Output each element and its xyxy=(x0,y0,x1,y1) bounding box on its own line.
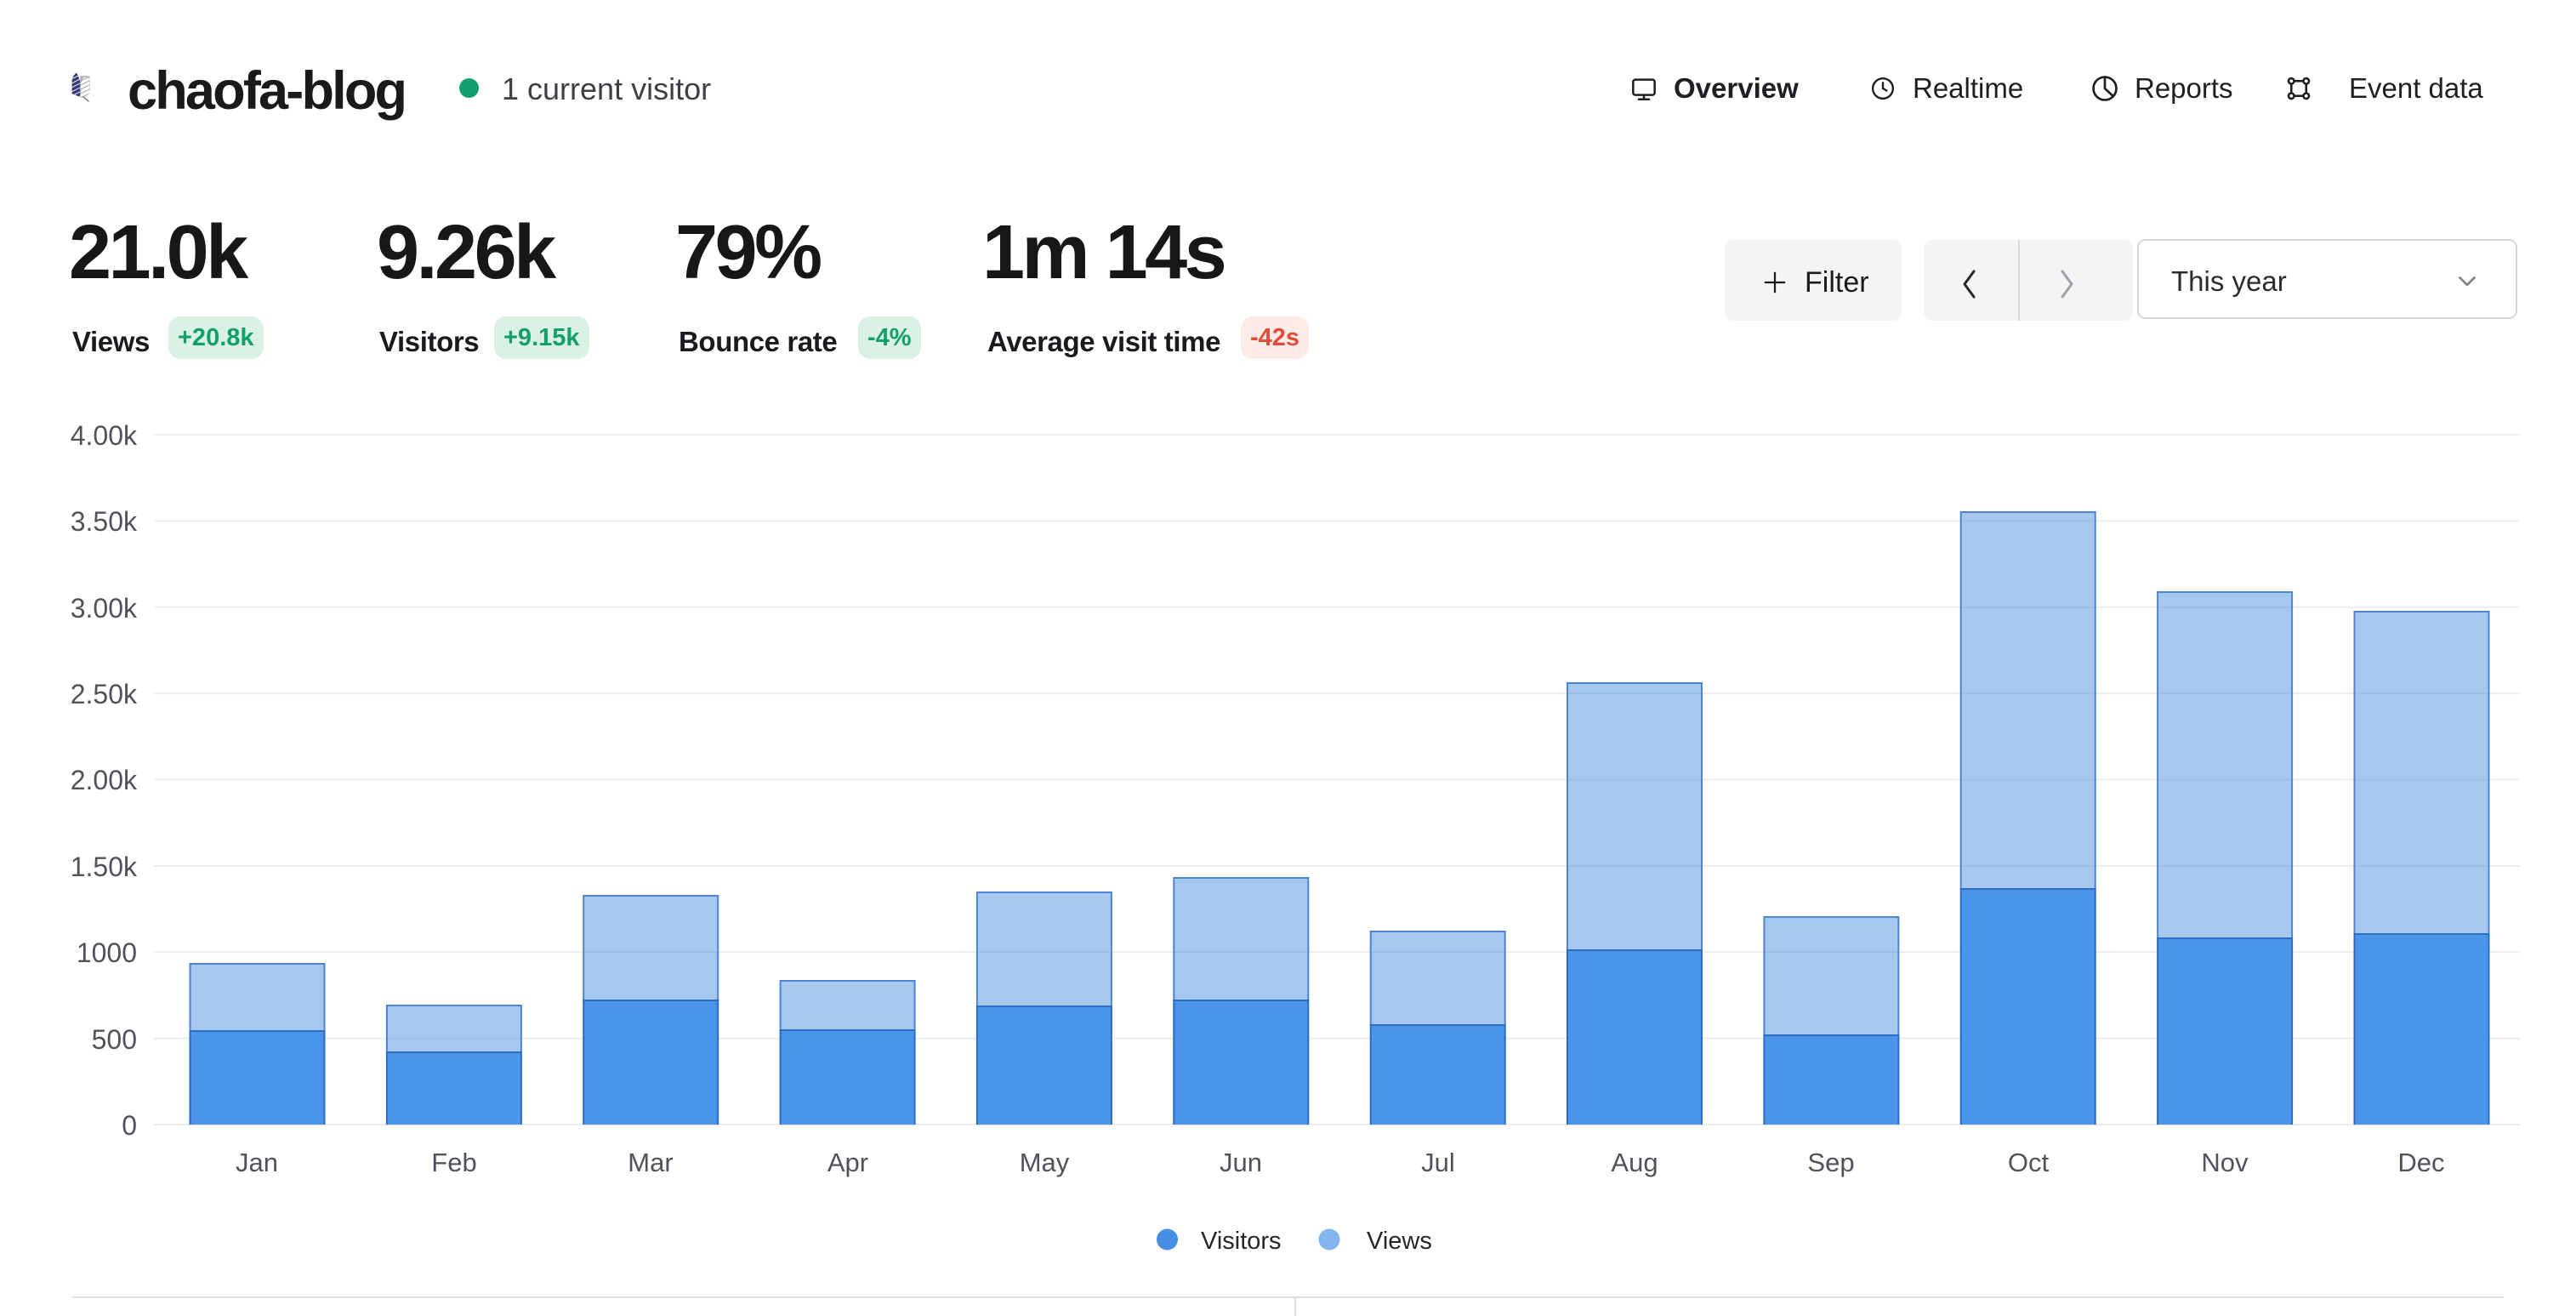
svg-text:Visitors: Visitors xyxy=(1201,1228,1282,1255)
svg-text:500: 500 xyxy=(92,1024,137,1055)
svg-text:May: May xyxy=(1020,1148,1070,1177)
svg-text:3.50k: 3.50k xyxy=(71,506,138,537)
svg-text:Oct: Oct xyxy=(2008,1148,2050,1177)
svg-text:Nov: Nov xyxy=(2201,1148,2249,1177)
svg-text:Jun: Jun xyxy=(1220,1148,1262,1177)
svg-text:Jul: Jul xyxy=(1421,1148,1455,1177)
svg-text:Jan: Jan xyxy=(236,1148,278,1177)
svg-text:1.50k: 1.50k xyxy=(71,852,138,882)
svg-text:Apr: Apr xyxy=(827,1148,868,1177)
svg-text:1000: 1000 xyxy=(77,937,137,968)
svg-text:Mar: Mar xyxy=(628,1148,673,1177)
svg-text:Feb: Feb xyxy=(431,1148,476,1177)
svg-text:0: 0 xyxy=(122,1110,137,1141)
svg-text:Aug: Aug xyxy=(1611,1148,1658,1177)
svg-text:Sep: Sep xyxy=(1807,1148,1854,1177)
svg-text:2.50k: 2.50k xyxy=(71,679,138,709)
svg-text:4.00k: 4.00k xyxy=(71,420,138,451)
svg-text:2.00k: 2.00k xyxy=(71,765,138,795)
svg-text:Dec: Dec xyxy=(2397,1148,2444,1177)
svg-text:Views: Views xyxy=(1367,1228,1432,1255)
svg-text:3.00k: 3.00k xyxy=(71,593,138,624)
